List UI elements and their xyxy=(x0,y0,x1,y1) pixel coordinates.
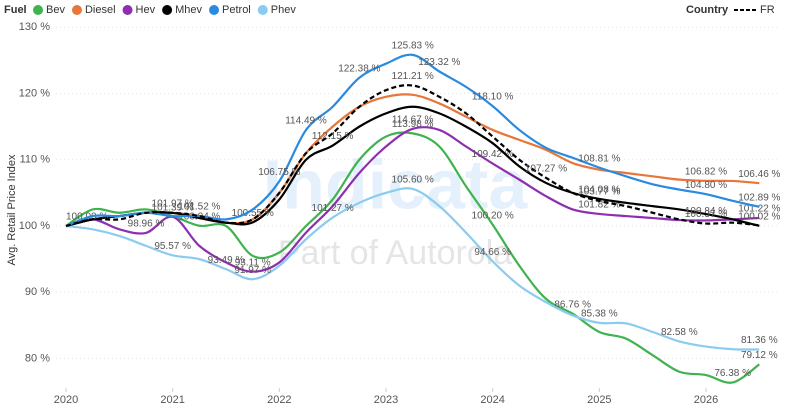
data-label: 108.81 % xyxy=(578,153,620,164)
y-tick-label: 120 % xyxy=(19,87,50,99)
data-label: 81.36 % xyxy=(741,335,778,346)
legend-swatch xyxy=(209,5,220,15)
data-label: 101.27 % xyxy=(312,203,354,214)
data-label: 109.42 % xyxy=(472,149,514,160)
legend-label: Petrol xyxy=(222,4,251,16)
data-label: 93.11 % xyxy=(235,257,271,268)
data-label: 86.76 % xyxy=(554,299,591,310)
data-label: 104.08 % xyxy=(578,185,620,196)
data-label: 122.38 % xyxy=(338,63,380,74)
series-line xyxy=(65,187,760,351)
legend-label: Bev xyxy=(46,4,65,16)
legend-title: Fuel xyxy=(4,4,27,16)
legend-label: Mhev xyxy=(175,4,202,16)
y-tick-label: 90 % xyxy=(25,286,50,298)
data-label: 85.38 % xyxy=(581,308,618,319)
y-tick-label: 80 % xyxy=(25,352,50,364)
data-label: 114.67 % xyxy=(392,114,434,125)
legend-label: Diesel xyxy=(85,4,116,16)
data-label: 112.15 % xyxy=(312,131,354,142)
data-label: 106.82 % xyxy=(685,166,727,177)
y-tick-label: 100 % xyxy=(19,220,50,232)
series-line xyxy=(65,84,760,228)
data-label: 118.10 % xyxy=(472,92,514,103)
data-label: 125.83 % xyxy=(392,41,434,52)
data-label: 106.46 % xyxy=(738,169,780,180)
data-label: 101.97 % xyxy=(152,199,194,210)
data-label: 101.22 % xyxy=(738,204,780,215)
data-label: 101.82 % xyxy=(578,200,620,211)
series-line xyxy=(65,126,760,273)
data-label: 95.57 % xyxy=(154,241,191,252)
x-tick-label: 2020 xyxy=(54,394,78,406)
x-tick-label: 2022 xyxy=(267,394,291,406)
data-label: 103.77 % xyxy=(578,187,620,198)
x-tick-label: 2025 xyxy=(587,394,611,406)
y-tick-label: 110 % xyxy=(20,154,51,166)
data-label: 100.02 % xyxy=(738,212,780,223)
legend-swatch xyxy=(162,5,173,15)
y-tick-label: 130 % xyxy=(19,21,50,33)
data-label: 102.89 % xyxy=(738,192,780,203)
x-tick-label: 2024 xyxy=(480,394,504,406)
x-tick-label: 2023 xyxy=(374,394,398,406)
data-label: 100.84 % xyxy=(685,206,727,217)
data-label: 98.96 % xyxy=(128,219,165,230)
x-tick-label: 2021 xyxy=(160,394,184,406)
data-label: 100.20 % xyxy=(472,210,514,221)
legend-label: Phev xyxy=(271,4,297,16)
data-label: 107.27 % xyxy=(525,163,567,174)
data-label: 121.21 % xyxy=(392,71,434,82)
data-label: 94.66 % xyxy=(474,247,511,258)
legend-swatch xyxy=(71,5,82,15)
data-label: 76.38 % xyxy=(714,368,751,379)
legend-label: Hev xyxy=(136,4,156,16)
data-label: 101.39 % xyxy=(152,202,194,213)
data-label: 79.12 % xyxy=(741,350,778,361)
data-label: 105.60 % xyxy=(392,175,434,186)
data-label: 82.58 % xyxy=(661,327,698,338)
series-line xyxy=(65,131,760,384)
legend-swatch xyxy=(257,5,268,15)
legend-label: FR xyxy=(760,4,775,16)
x-tick-label: 2026 xyxy=(694,394,718,406)
legend-swatch xyxy=(122,5,133,15)
data-label: 113.98 % xyxy=(392,119,434,130)
country-legend-title: Country xyxy=(686,4,729,16)
data-label: 106.75 % xyxy=(258,167,300,178)
y-axis-label: Avg. Retail Price Index xyxy=(6,154,18,266)
data-label: 104.80 % xyxy=(685,180,727,191)
data-label: 123.32 % xyxy=(418,57,460,68)
data-label: 93.49 % xyxy=(208,255,245,266)
legend-swatch xyxy=(33,5,43,15)
data-label: 101.52 % xyxy=(178,202,220,213)
data-label: 91.97 % xyxy=(234,265,271,276)
series-line xyxy=(65,53,760,228)
data-label: 100.37 % xyxy=(685,209,727,220)
data-label: 100.55 % xyxy=(232,208,274,219)
data-label: 114.49 % xyxy=(285,116,327,127)
